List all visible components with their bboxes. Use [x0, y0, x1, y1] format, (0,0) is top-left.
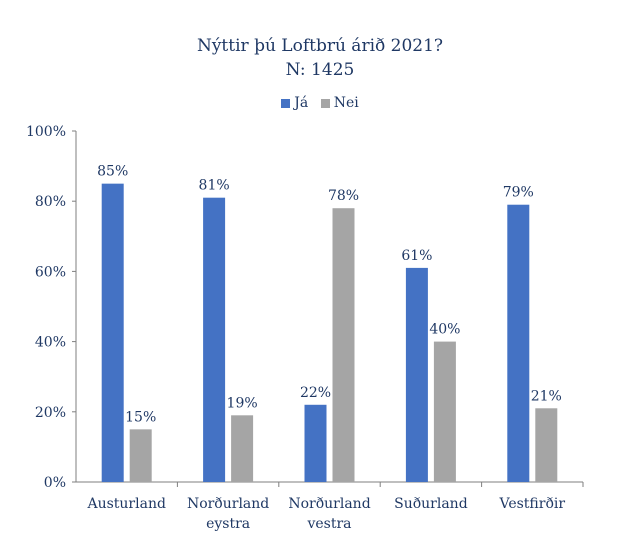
y-tick-label: 80%	[35, 194, 66, 210]
bar-j	[203, 197, 226, 482]
bar-nei	[332, 208, 355, 482]
bar-nei	[433, 341, 456, 482]
chart-subtitle: N: 1425	[285, 60, 355, 80]
bar-j	[507, 204, 530, 482]
x-tick-label: Norðurland	[187, 496, 269, 512]
x-tick-label: Norðurland	[288, 496, 370, 512]
x-tick-label: eystra	[206, 516, 250, 532]
chart-title: Nýttir þú Loftbrú árið 2021?	[196, 36, 444, 56]
data-label: 15%	[125, 409, 156, 425]
y-tick-label: 40%	[35, 335, 66, 351]
y-tick-label: 60%	[35, 264, 66, 280]
y-tick-label: 100%	[26, 124, 66, 140]
data-label: 19%	[227, 395, 258, 411]
legend-swatch-nei	[320, 98, 330, 108]
bar-nei	[231, 415, 254, 482]
legend-swatch-ja	[281, 98, 291, 108]
data-label: 81%	[199, 178, 230, 194]
data-label: 61%	[401, 248, 432, 264]
x-tick-label: Vestfirðir	[499, 496, 566, 512]
x-tick-label: Suðurland	[394, 496, 468, 512]
x-tick-label: Austurland	[86, 496, 165, 512]
legend-label-nei: Nei	[333, 95, 359, 111]
y-tick-label: 20%	[35, 405, 66, 421]
legend: Já Nei	[0, 95, 640, 112]
data-label: 21%	[531, 388, 562, 404]
data-label: 40%	[429, 322, 460, 338]
legend-item-nei: Nei	[320, 95, 359, 111]
bar-j	[101, 183, 124, 482]
data-label: 22%	[300, 385, 331, 401]
bar-nei	[129, 429, 152, 482]
legend-label-ja: Já	[294, 95, 309, 111]
x-tick-label: vestra	[306, 516, 351, 532]
data-label: 79%	[503, 185, 534, 201]
data-label: 85%	[97, 164, 128, 180]
bar-nei	[535, 408, 558, 482]
bar-j	[405, 267, 428, 482]
legend-item-ja: Já	[281, 95, 308, 111]
bar-j	[304, 404, 327, 482]
y-tick-label: 0%	[44, 475, 66, 491]
data-label: 78%	[328, 188, 359, 204]
